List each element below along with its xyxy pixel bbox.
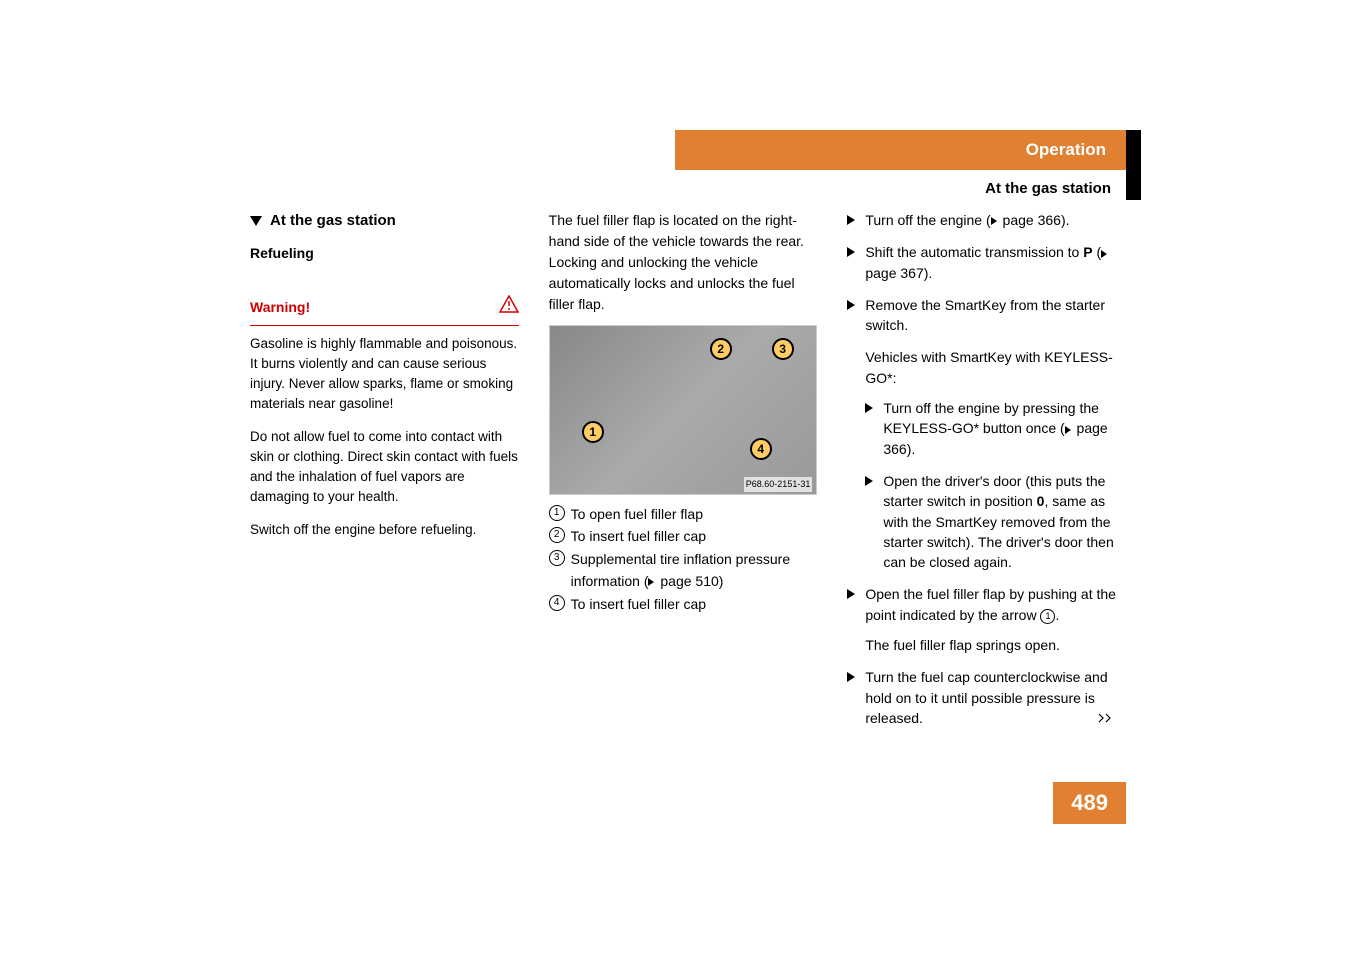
- callout-list: 1 To open fuel filler flap 2 To insert fuel…: [549, 503, 818, 615]
- continue-arrows-icon: [1098, 708, 1116, 728]
- callout-text: To insert fuel filler cap: [571, 525, 818, 547]
- inline-circle-icon: 1: [1040, 609, 1055, 624]
- step-note: The fuel filler flap springs open.: [865, 635, 1116, 655]
- pageref-icon: [648, 578, 654, 586]
- step-arrow-icon: [847, 300, 855, 310]
- step-arrow-icon: [847, 215, 855, 225]
- figure-callout-1: 1: [582, 421, 604, 443]
- warning-text: Gasoline is highly flammable and poisono…: [250, 334, 519, 540]
- section-title-text: At the gas station: [270, 210, 396, 233]
- callout-number-icon: 1: [549, 505, 565, 521]
- step-text: Open the driver's door (this puts the st…: [883, 471, 1116, 572]
- warning-label: Warning!: [250, 297, 310, 318]
- steps-bottom: Open the fuel filler flap by pushing at …: [847, 584, 1116, 728]
- figure-callout-3: 3: [772, 338, 794, 360]
- step-item: Turn off the engine by pressing the KEYL…: [865, 398, 1116, 459]
- callout-text: To insert fuel filler cap: [571, 593, 818, 615]
- step-text: Turn the fuel cap counterclockwise and h…: [865, 667, 1116, 728]
- subsection-title: Refueling: [250, 243, 519, 264]
- callout-item: 3 Supplemental tire inflation pressure in…: [549, 548, 818, 593]
- callout-item: 2 To insert fuel filler cap: [549, 525, 818, 547]
- step-item: Turn off the engine ( page 366).: [847, 210, 1116, 230]
- warning-para-3: Switch off the engine before refueling.: [250, 520, 519, 540]
- step-text: Open the fuel filler flap by pushing at …: [865, 584, 1116, 655]
- step-item: Remove the SmartKey from the starter swi…: [847, 295, 1116, 336]
- step-arrow-icon: [847, 672, 855, 682]
- content-area: At the gas station Refueling Warning! Ga…: [250, 210, 1116, 740]
- callout-text: Supplemental tire inflation pressure inf…: [571, 548, 818, 593]
- figure-callout-4: 4: [750, 438, 772, 460]
- callout-number-icon: 3: [549, 550, 565, 566]
- callout-number-icon: 4: [549, 595, 565, 611]
- header-title: Operation: [1026, 140, 1106, 160]
- step-arrow-icon: [847, 247, 855, 257]
- callout-item: 4 To insert fuel filler cap: [549, 593, 818, 615]
- page-tab-mark: [1126, 130, 1141, 200]
- steps-top: Turn off the engine ( page 366). Shift th…: [847, 210, 1116, 335]
- page-number: 489: [1053, 782, 1126, 824]
- fuel-flap-figure: 1 2 3 4 P68.60-2151-31: [549, 325, 818, 495]
- keyless-steps: Turn off the engine by pressing the KEYL…: [865, 398, 1116, 572]
- callout-text: To open fuel filler flap: [571, 503, 818, 525]
- step-text: Turn off the engine by pressing the KEYL…: [883, 398, 1116, 459]
- keyless-intro: Vehicles with SmartKey with KEYLESS-GO*:: [865, 347, 1116, 388]
- intro-text: The fuel filler flap is located on the r…: [549, 210, 818, 315]
- triangle-down-icon: [250, 216, 262, 226]
- section-title: At the gas station: [250, 210, 519, 233]
- step-item: Open the fuel filler flap by pushing at …: [847, 584, 1116, 655]
- step-item: Shift the automatic transmission to P ( …: [847, 242, 1116, 283]
- step-arrow-icon: [847, 589, 855, 599]
- callout-number-icon: 2: [549, 527, 565, 543]
- step-text: Turn off the engine ( page 366).: [865, 210, 1116, 230]
- column-1: At the gas station Refueling Warning! Ga…: [250, 210, 519, 740]
- step-text: Shift the automatic transmission to P ( …: [865, 242, 1116, 283]
- header-subtitle: At the gas station: [985, 180, 1111, 197]
- figure-code: P68.60-2151-31: [744, 477, 813, 493]
- warning-para-1: Gasoline is highly flammable and poisono…: [250, 334, 519, 415]
- callout-item: 1 To open fuel filler flap: [549, 503, 818, 525]
- warning-para-2: Do not allow fuel to come into contact w…: [250, 427, 519, 508]
- pageref-icon: [1101, 250, 1107, 258]
- step-item: Turn the fuel cap counterclockwise and h…: [847, 667, 1116, 728]
- step-text: Remove the SmartKey from the starter swi…: [865, 295, 1116, 336]
- warning-header: Warning!: [250, 294, 519, 326]
- pageref-icon: [1065, 426, 1071, 434]
- warning-triangle-icon: [499, 294, 519, 321]
- pageref-icon: [991, 217, 997, 225]
- header-band: Operation: [675, 130, 1126, 170]
- column-3: Turn off the engine ( page 366). Shift th…: [847, 210, 1116, 740]
- step-arrow-icon: [865, 403, 873, 413]
- step-arrow-icon: [865, 476, 873, 486]
- warning-box: Warning! Gasoline is highly flammable an…: [250, 294, 519, 540]
- column-2: The fuel filler flap is located on the r…: [549, 210, 818, 740]
- figure-callout-2: 2: [710, 338, 732, 360]
- step-item: Open the driver's door (this puts the st…: [865, 471, 1116, 572]
